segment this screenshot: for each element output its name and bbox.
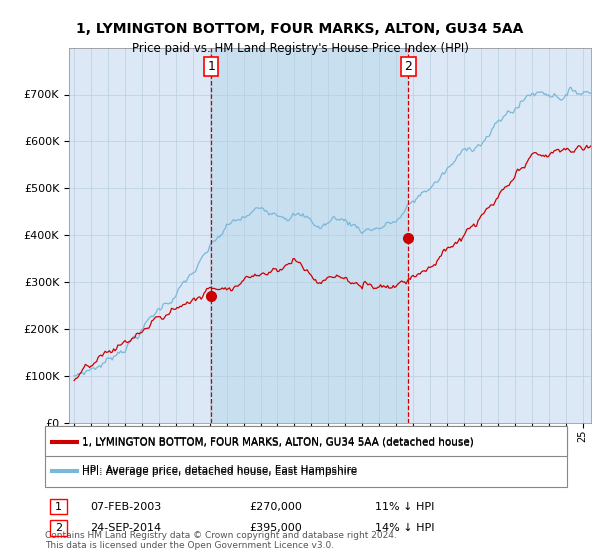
Text: 1: 1 xyxy=(208,60,215,73)
Text: HPI: Average price, detached house, East Hampshire: HPI: Average price, detached house, East… xyxy=(82,467,358,477)
Text: HPI: Average price, detached house, East Hampshire: HPI: Average price, detached house, East… xyxy=(82,465,358,475)
Text: £270,000: £270,000 xyxy=(249,502,302,512)
Text: 14% ↓ HPI: 14% ↓ HPI xyxy=(375,523,434,533)
Text: 2: 2 xyxy=(55,523,62,533)
Text: Price paid vs. HM Land Registry's House Price Index (HPI): Price paid vs. HM Land Registry's House … xyxy=(131,42,469,55)
Text: 1, LYMINGTON BOTTOM, FOUR MARKS, ALTON, GU34 5AA (detached house): 1, LYMINGTON BOTTOM, FOUR MARKS, ALTON, … xyxy=(82,438,474,448)
Text: 24-SEP-2014: 24-SEP-2014 xyxy=(90,523,161,533)
Text: 1, LYMINGTON BOTTOM, FOUR MARKS, ALTON, GU34 5AA: 1, LYMINGTON BOTTOM, FOUR MARKS, ALTON, … xyxy=(76,22,524,36)
Text: Contains HM Land Registry data © Crown copyright and database right 2024.
This d: Contains HM Land Registry data © Crown c… xyxy=(45,530,397,550)
Text: 11% ↓ HPI: 11% ↓ HPI xyxy=(375,502,434,512)
Text: 1, LYMINGTON BOTTOM, FOUR MARKS, ALTON, GU34 5AA (detached house): 1, LYMINGTON BOTTOM, FOUR MARKS, ALTON, … xyxy=(82,436,474,446)
Text: 07-FEB-2003: 07-FEB-2003 xyxy=(90,502,161,512)
Text: £395,000: £395,000 xyxy=(249,523,302,533)
Bar xyxy=(211,48,409,423)
Text: 2: 2 xyxy=(404,60,412,73)
Text: 1: 1 xyxy=(55,502,62,512)
